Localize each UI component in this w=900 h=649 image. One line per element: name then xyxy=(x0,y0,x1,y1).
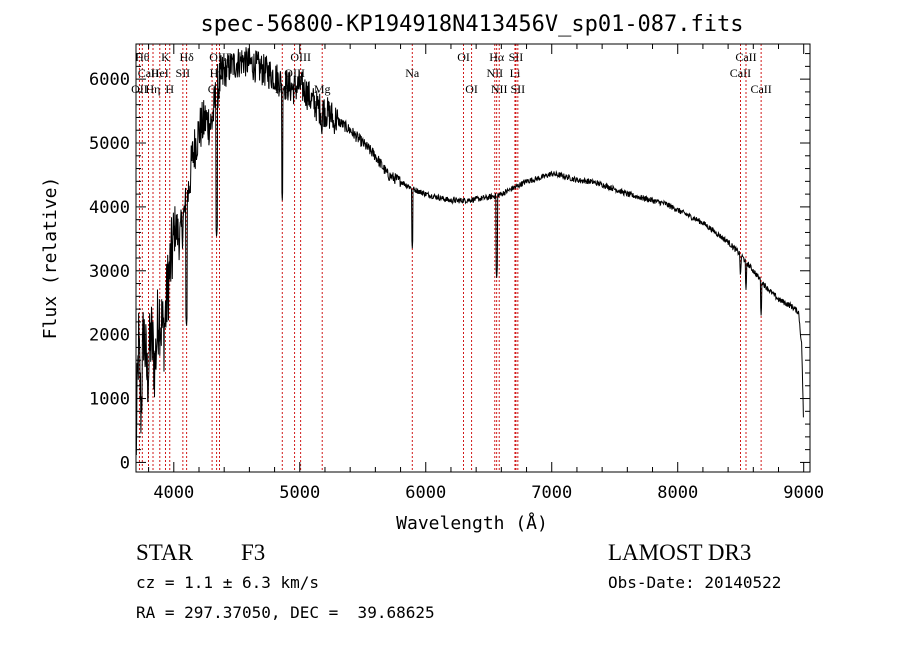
x-tick-label: 4000 xyxy=(153,483,194,503)
line-marker-label: Mg xyxy=(314,82,331,96)
survey-name: LAMOST DR3 xyxy=(608,540,752,565)
y-tick-label: 0 xyxy=(120,453,130,473)
line-marker-label: CaII xyxy=(730,66,751,80)
line-marker-label: CaII xyxy=(750,82,771,96)
x-tick-label: 5000 xyxy=(279,483,320,503)
line-marker-label: OI xyxy=(465,82,478,96)
line-marker-label: Na xyxy=(405,66,420,80)
line-marker-label: SII xyxy=(176,66,191,80)
line-marker-label: CaII xyxy=(735,50,756,64)
x-tick-label: 6000 xyxy=(405,483,446,503)
y-tick-label: 5000 xyxy=(89,134,130,154)
x-tick-label: 9000 xyxy=(783,483,824,503)
line-marker-label: Hθ xyxy=(135,50,150,64)
spectrum-line xyxy=(135,47,804,456)
x-tick-label: 8000 xyxy=(657,483,698,503)
line-marker-label: Hη xyxy=(146,82,161,96)
line-marker-label: Hα xyxy=(489,50,505,64)
y-tick-label: 3000 xyxy=(89,262,130,282)
line-marker-label: CaII xyxy=(138,66,159,80)
object-subclass: F3 xyxy=(241,540,266,565)
y-tick-label: 4000 xyxy=(89,198,130,218)
line-marker-label: SII xyxy=(509,50,524,64)
y-tick-label: 2000 xyxy=(89,326,130,346)
x-tick-label: 7000 xyxy=(531,483,572,503)
y-axis-label: Flux (relative) xyxy=(40,177,61,340)
line-marker-label: NII xyxy=(491,82,508,96)
line-marker-label: Hδ xyxy=(179,50,194,64)
line-markers: HθCaIIOIIHηHeIKHSIIHδGHγOIIIHβOIIIOIIIMg… xyxy=(131,44,772,472)
chart-title: spec-56800-KP194918N413456V_sp01-087.fit… xyxy=(200,12,743,37)
line-marker-label: HeI xyxy=(151,66,169,80)
axes: 4000 5000 6000 7000 8000 9000 0 1000 2000 3000 400… xyxy=(89,44,824,503)
line-marker-label: OII xyxy=(131,82,148,96)
line-marker-label: Li xyxy=(510,66,521,80)
object-class: STAR xyxy=(136,540,193,565)
y-tick-label: 6000 xyxy=(89,70,130,90)
obs-date-text: Obs-Date: 20140522 xyxy=(608,573,782,592)
velocity-text: cz = 1.1 ± 6.3 km/s xyxy=(136,573,320,592)
line-marker-label: OIII xyxy=(290,50,311,64)
line-marker-label: K xyxy=(161,50,170,64)
y-tick-label: 1000 xyxy=(89,390,130,410)
line-marker-label: H xyxy=(165,82,174,96)
x-axis-label: Wavelength (Å) xyxy=(396,512,548,534)
line-marker-label: G xyxy=(208,82,217,96)
line-marker-label: NII xyxy=(486,66,503,80)
line-marker-label: SII xyxy=(511,82,526,96)
line-marker-label: OI xyxy=(457,50,470,64)
plot-frame xyxy=(135,43,811,473)
coordinates-text: RA = 297.37050, DEC = 39.68625 xyxy=(136,603,435,622)
